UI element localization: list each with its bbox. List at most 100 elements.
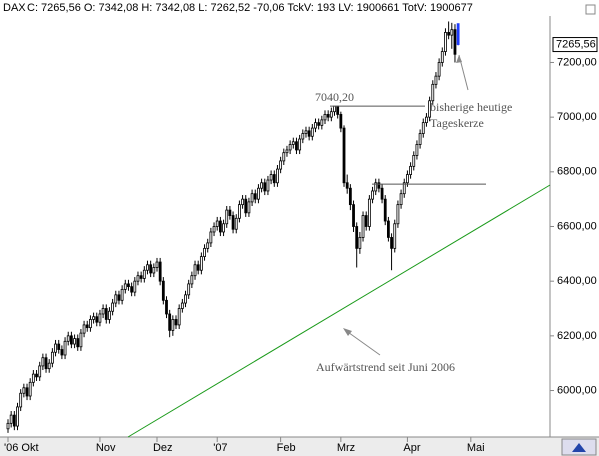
candle-body — [142, 269, 146, 279]
today-annotation: bisherige heutige — [430, 100, 512, 114]
candle-body — [215, 220, 219, 227]
candle-body — [95, 316, 99, 323]
candle-body — [444, 32, 447, 52]
candle-body — [282, 152, 286, 162]
candle-body — [285, 149, 289, 154]
candle-body — [82, 324, 86, 334]
candle-body — [174, 319, 178, 326]
candle-body — [399, 193, 403, 206]
candle-body — [358, 237, 362, 249]
candle-body — [415, 144, 419, 156]
candle-body — [50, 351, 54, 364]
candle-body — [266, 179, 270, 192]
header-bar — [0, 0, 599, 16]
candle-body — [6, 422, 10, 430]
candle-body — [133, 280, 137, 293]
trend-annotation: Aufwärtstrend seit Juni 2006 — [316, 360, 455, 374]
candle-body — [440, 51, 444, 63]
y-tick-label: 6800,00 — [557, 166, 597, 178]
candle-body — [333, 105, 336, 113]
candle-body — [257, 187, 260, 200]
candle-body — [412, 155, 416, 167]
symbol: DAX — [3, 2, 26, 14]
candle-body — [329, 111, 333, 118]
y-tick-label: 6400,00 — [557, 275, 597, 287]
candle-body — [342, 127, 346, 184]
candle-body — [184, 294, 187, 304]
candle-body — [16, 406, 19, 427]
candle-body — [377, 182, 381, 189]
candle-body — [371, 190, 374, 200]
candle-body — [383, 198, 387, 222]
candle-body — [310, 127, 314, 137]
candle-body — [22, 387, 26, 394]
candle-body — [120, 288, 124, 301]
candle-body — [35, 373, 38, 378]
x-tick-label: Apr — [403, 442, 420, 454]
candle-body — [54, 343, 57, 353]
candle-body — [402, 182, 406, 195]
candle-body — [272, 174, 276, 184]
candle-body — [409, 165, 412, 175]
candle-body — [323, 114, 327, 121]
candle-body — [241, 198, 244, 206]
candle-body — [269, 174, 273, 181]
candle-body — [295, 141, 298, 151]
last-price-box — [552, 37, 598, 53]
candle-body — [253, 193, 257, 200]
x-tick-label: Mai — [467, 442, 485, 454]
candle-body — [345, 182, 349, 189]
candle-body — [38, 365, 42, 378]
candle-body — [136, 275, 140, 282]
y-tick-label: 6000,00 — [557, 384, 597, 396]
candle-body — [298, 138, 302, 151]
candle-body — [206, 242, 210, 249]
candle-body — [108, 310, 111, 320]
candle-body — [447, 32, 451, 36]
candle-body — [244, 198, 248, 214]
candle-body — [421, 122, 425, 134]
candle-body — [317, 122, 321, 126]
candle-body — [434, 75, 438, 85]
close-box[interactable] — [585, 4, 596, 15]
candle-body — [355, 226, 359, 249]
candle-body — [428, 100, 432, 118]
y-tick-label: 6600,00 — [557, 220, 597, 232]
x-tick-label: '07 — [213, 442, 227, 454]
candle-body — [304, 130, 308, 134]
level-annotation: 7040,20 — [315, 90, 354, 104]
x-axis-bar — [0, 437, 599, 456]
today-annotation: Tageskerze — [430, 116, 484, 130]
candle-body — [171, 319, 175, 331]
candle-body — [9, 414, 13, 424]
candle-body — [127, 283, 130, 288]
candle-body — [85, 324, 89, 329]
candle-body — [101, 308, 105, 315]
candle-body — [63, 340, 67, 356]
candle-body — [263, 182, 267, 192]
candle-body — [161, 280, 165, 301]
candle-body — [92, 316, 95, 320]
candle-body — [190, 275, 194, 285]
candle-body — [374, 182, 378, 192]
candle-body — [209, 231, 213, 244]
header-text: C: 7265,56 O: 7342,08 H: 7342,08 L: 7262… — [27, 2, 473, 14]
candle-body — [437, 62, 441, 77]
arrow — [344, 329, 381, 356]
candle-body — [234, 217, 238, 230]
candle-body — [114, 294, 118, 304]
trend-line — [127, 184, 551, 438]
y-tick-label: 6200,00 — [557, 330, 597, 342]
candle-body — [431, 83, 435, 102]
candle-body — [180, 302, 184, 309]
x-tick-label: Nov — [96, 442, 116, 454]
candle-body — [44, 357, 48, 370]
candle-body — [212, 226, 216, 233]
candle-body — [231, 215, 235, 230]
candle-body — [111, 302, 115, 312]
candle-body — [418, 133, 422, 145]
candle-body — [225, 209, 229, 225]
candle-body — [247, 201, 251, 214]
candle-body — [28, 381, 32, 397]
candle-body — [60, 349, 64, 356]
